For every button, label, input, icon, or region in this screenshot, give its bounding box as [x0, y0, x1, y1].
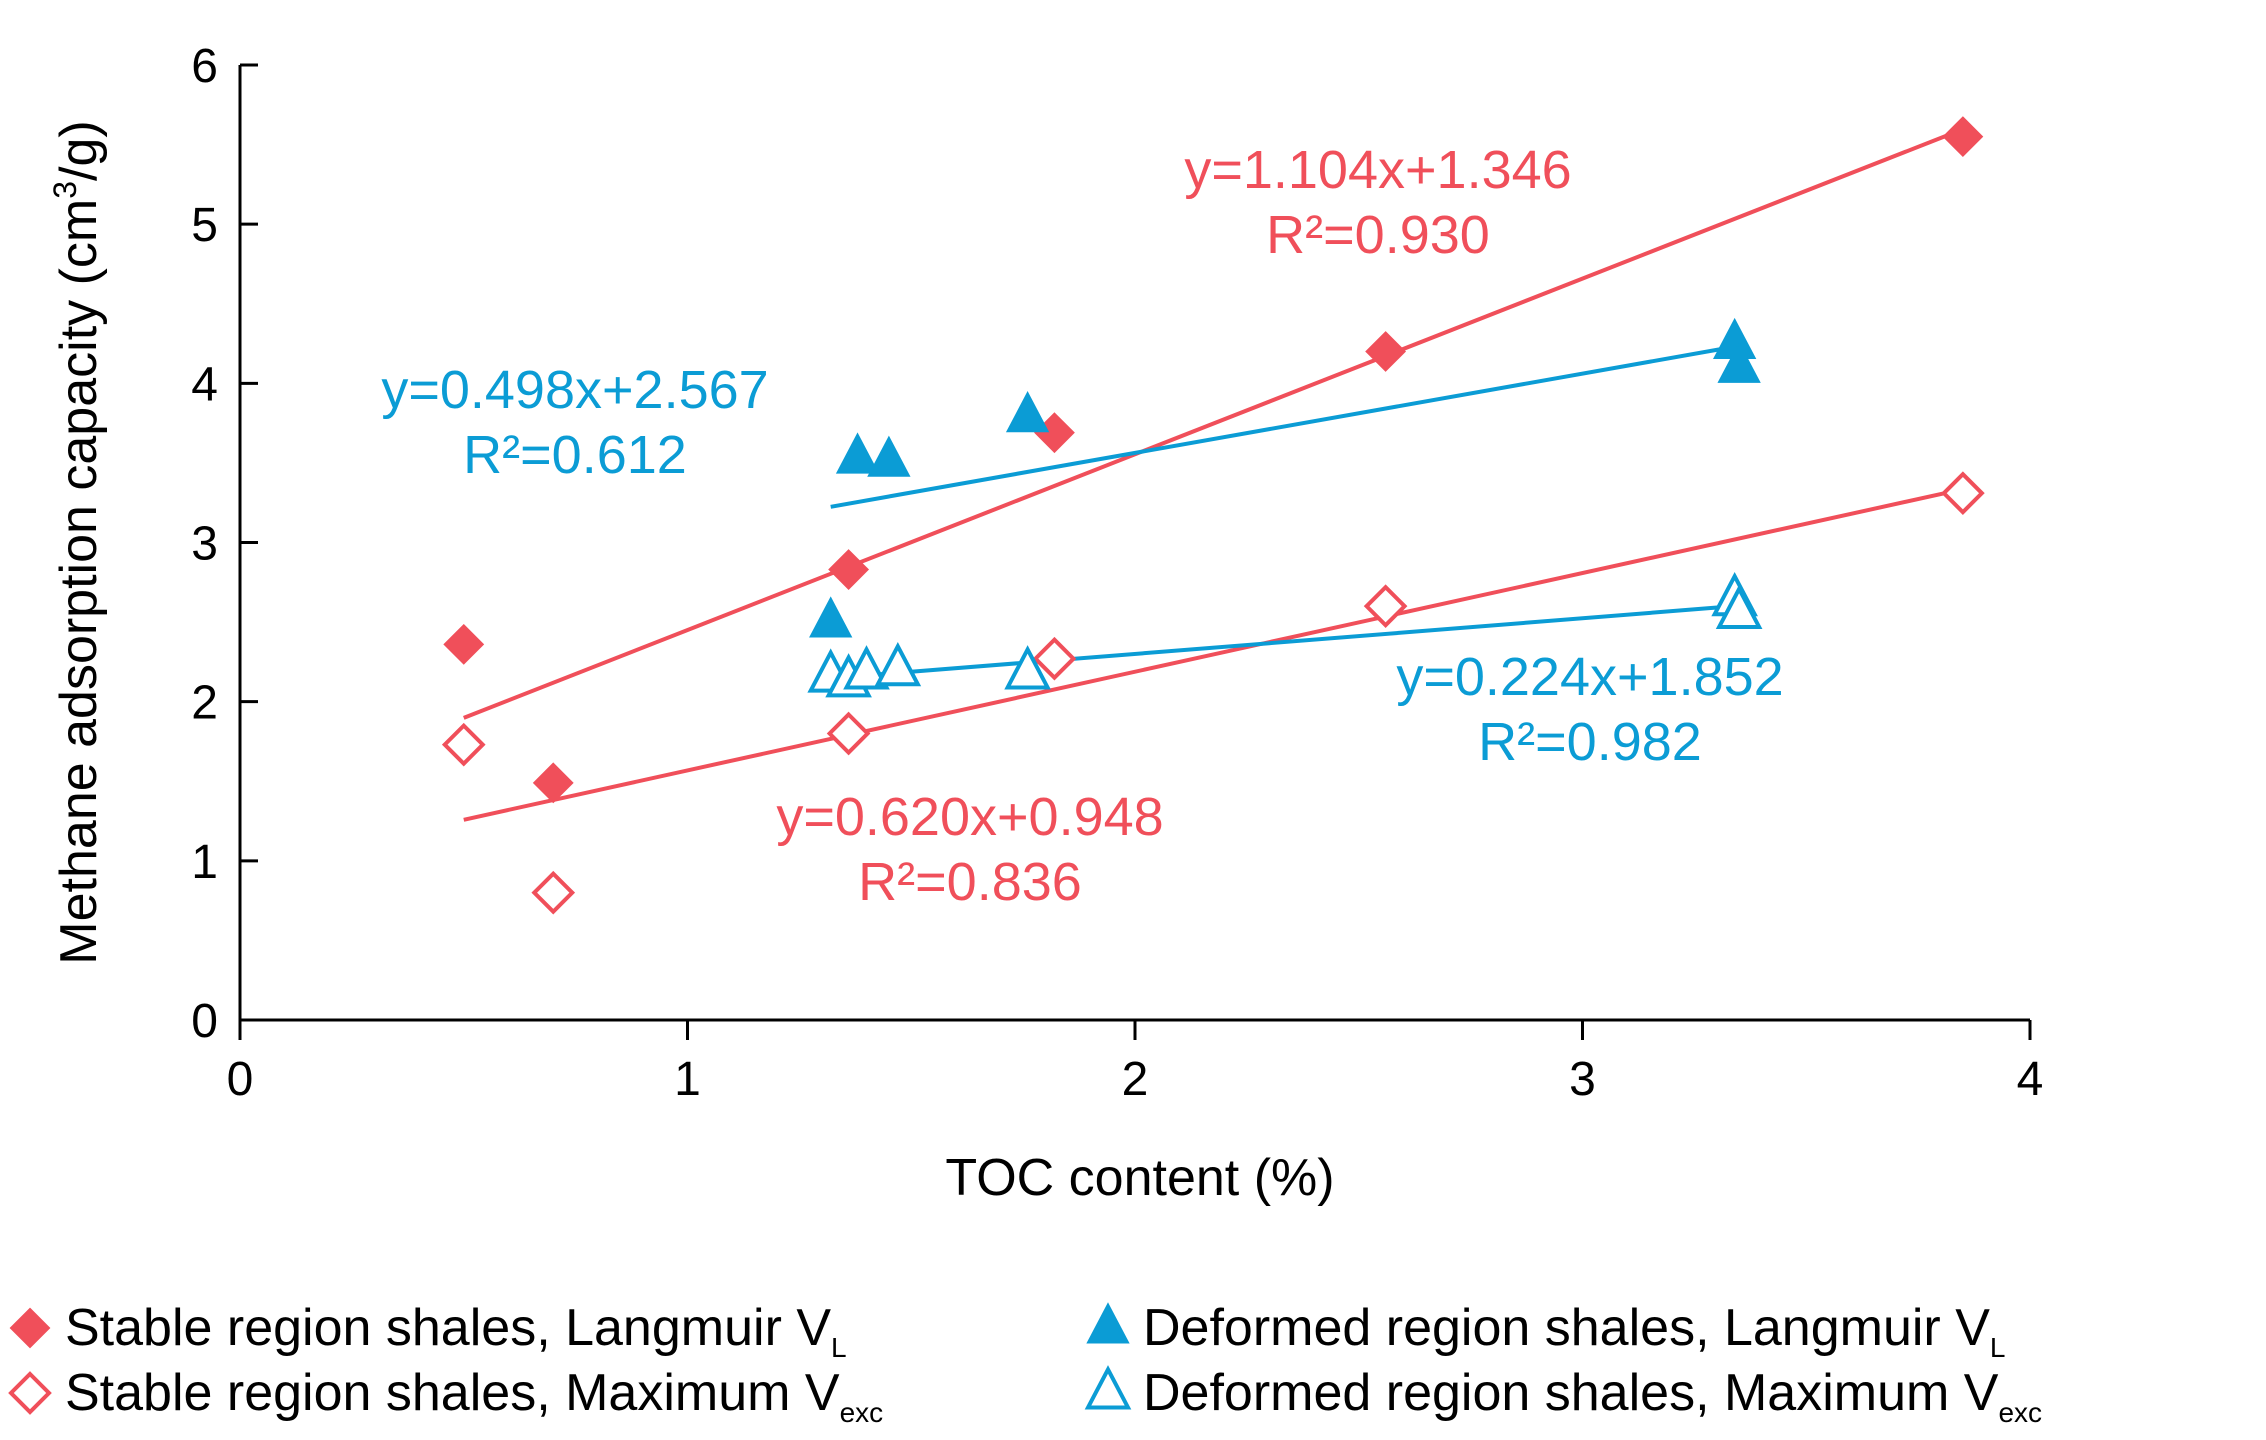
data-point-series-1 — [443, 623, 485, 665]
trendline-r2-1: R²=0.930 — [1266, 205, 1490, 265]
x-tick-label: 4 — [2017, 1053, 2044, 1106]
legend-label: Deformed region shales, Maximum Vexc — [1143, 1364, 2042, 1428]
y-tick-label: 3 — [191, 518, 218, 571]
legend-item-series-3: Deformed region shales, Langmuir VL — [1086, 1299, 2005, 1363]
legend-marker — [1084, 1365, 1132, 1410]
trendline-series-2 — [463, 487, 1964, 822]
trendline-equation-1: y=1.104x+1.346 — [1184, 140, 1571, 200]
x-tick-label: 3 — [1569, 1053, 1596, 1106]
x-axis-title: TOC content (%) — [945, 1149, 1334, 1207]
y-tick-label: 1 — [191, 836, 218, 889]
y-axis-title-tail: /g) — [50, 120, 108, 181]
legend-marker — [9, 1307, 51, 1349]
data-point-series-1 — [828, 549, 870, 590]
data-point-series-2 — [531, 870, 576, 915]
data-point-series-3 — [867, 435, 911, 477]
data-point-series-2 — [1941, 471, 1985, 515]
data-point-series-4 — [843, 645, 890, 690]
data-point-series-2 — [441, 722, 486, 767]
legend-item-series-4: Deformed region shales, Maximum Vexc — [1084, 1364, 2042, 1428]
data-point-series-4 — [1004, 645, 1051, 690]
legend-label-text: Deformed region shales, Langmuir V — [1143, 1299, 1990, 1357]
legend-item-series-2: Stable region shales, Maximum Vexc — [8, 1364, 883, 1428]
legend-label: Deformed region shales, Langmuir VL — [1143, 1299, 2005, 1363]
data-point-series-1 — [1365, 331, 1407, 372]
trendline-r2-4: R²=0.982 — [1478, 712, 1702, 772]
x-tick-label: 0 — [227, 1053, 254, 1106]
data-point-series-2 — [1032, 636, 1077, 681]
data-point-series-1 — [1942, 116, 1984, 158]
y-axis-title-main: Methane adsorption capacity (cm — [50, 199, 108, 965]
trendline-series-3 — [830, 343, 1740, 509]
legend-label-subscript: L — [831, 1332, 847, 1363]
data-points — [441, 116, 1985, 915]
x-tick-label: 1 — [674, 1053, 701, 1106]
trendline-series-1 — [463, 127, 1964, 720]
legend-label-subscript: L — [1990, 1332, 2006, 1363]
trendline-equation-2: y=0.620x+0.948 — [776, 787, 1163, 847]
legend-label-text: Deformed region shales, Maximum V — [1143, 1364, 1999, 1422]
legend-label-subscript: exc — [840, 1397, 884, 1428]
legend-label-text: Stable region shales, Langmuir V — [65, 1299, 831, 1357]
y-axis-title: Methane adsorption capacity (cm3/g) — [47, 120, 108, 964]
axes: 0 1 2 3 4 5 6 0 1 2 3 4 TOC content (%) Methane adsor… — [47, 40, 2043, 1207]
legend-label: Stable region shales, Maximum Vexc — [65, 1364, 883, 1428]
trendline-equation-3: y=0.498x+2.567 — [381, 360, 768, 420]
legend-marker — [8, 1371, 52, 1415]
trendline-series-4 — [866, 603, 1740, 678]
x-tick-label: 2 — [1122, 1053, 1149, 1106]
legend: Stable region shales, Langmuir VL Deforme… — [8, 1299, 2042, 1428]
y-tick-label: 4 — [191, 358, 218, 411]
data-point-series-1 — [532, 762, 574, 804]
legend-label-subscript: exc — [1998, 1397, 2042, 1428]
legend-label-text: Stable region shales, Maximum V — [65, 1364, 840, 1422]
trendline-r2-3: R²=0.612 — [463, 425, 687, 485]
data-point-series-3 — [835, 432, 880, 474]
data-point-series-2 — [826, 711, 871, 756]
y-tick-label: 6 — [191, 40, 218, 93]
y-tick-label: 5 — [191, 199, 218, 252]
trendline-r2-2: R²=0.836 — [858, 852, 1082, 912]
data-point-series-4 — [1715, 584, 1763, 629]
legend-item-series-1: Stable region shales, Langmuir VL — [9, 1299, 847, 1363]
legend-label: Stable region shales, Langmuir VL — [65, 1299, 847, 1363]
data-point-series-3 — [809, 596, 853, 638]
trendlines — [463, 127, 1964, 822]
data-point-series-3 — [1717, 341, 1761, 383]
y-axis-title-superscript: 3 — [47, 181, 83, 199]
y-tick-label: 2 — [191, 677, 218, 730]
trendline-equation-4: y=0.224x+1.852 — [1396, 647, 1783, 707]
data-point-series-2 — [1363, 584, 1408, 628]
data-point-series-3 — [1005, 391, 1050, 433]
data-point-series-4 — [874, 641, 922, 687]
legend-marker — [1086, 1302, 1130, 1344]
equation-annotations: y=1.104x+1.346R²=0.930y=0.620x+0.948R²=0… — [381, 140, 1783, 912]
y-tick-label: 0 — [191, 995, 218, 1048]
